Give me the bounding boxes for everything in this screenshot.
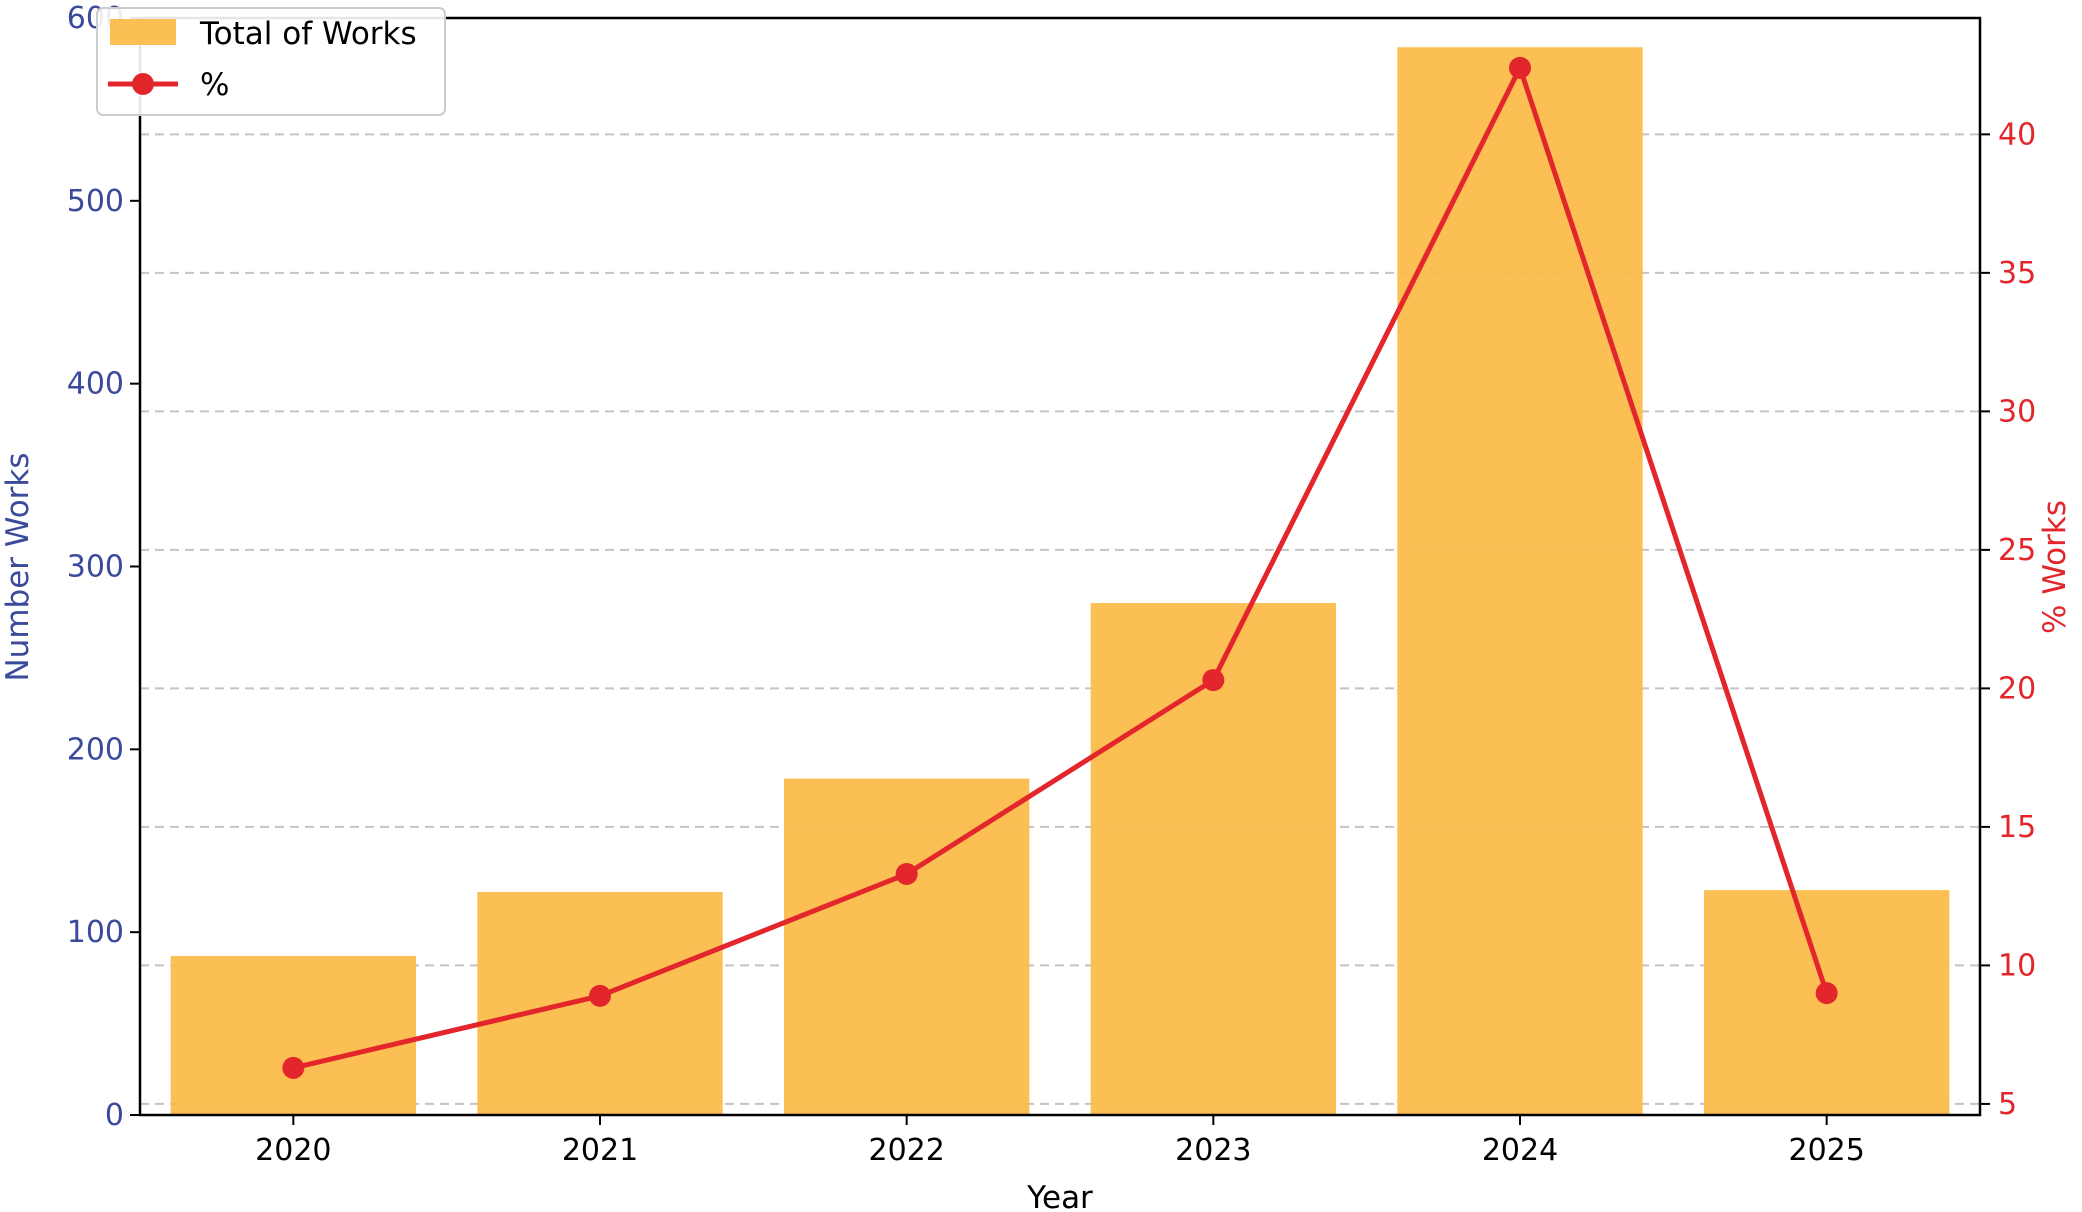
right-tick-label-35: 35 — [1998, 256, 2036, 291]
bar-2022 — [784, 778, 1030, 1115]
percent-point-2021 — [589, 984, 611, 1007]
right-tick-label-15: 15 — [1998, 810, 2036, 845]
bar-2024 — [1397, 47, 1643, 1116]
percent-point-2020 — [282, 1056, 305, 1079]
right-axis-ticks: 5 10 15 20 25 30 35 40 — [1980, 117, 2036, 1122]
x-tick-label-2022: 2022 — [868, 1133, 944, 1168]
x-tick-label-2021: 2021 — [562, 1133, 638, 1168]
percent-point-2022 — [895, 862, 918, 885]
legend-box — [96, 7, 446, 116]
x-axis-ticks: 2020 2021 2022 2023 2024 2025 — [255, 1115, 1865, 1168]
right-tick-label-10: 10 — [1998, 948, 2036, 983]
bars — [170, 47, 1950, 1116]
percent-line — [292, 65, 1830, 1071]
legend-bar-swatch — [110, 19, 176, 45]
right-tick-label-5: 5 — [1998, 1087, 2017, 1122]
legend-line-marker — [132, 73, 154, 95]
left-tick-label-0: 0 — [105, 1098, 124, 1133]
right-tick-label-20: 20 — [1998, 671, 2036, 706]
right-tick-label-40: 40 — [1998, 117, 2036, 152]
x-tick-label-2024: 2024 — [1482, 1133, 1558, 1168]
percent-point-2023 — [1202, 669, 1225, 692]
y-axis-label: Number Works — [0, 452, 36, 681]
x-tick-label-2020: 2020 — [255, 1133, 331, 1168]
right-tick-label-25: 25 — [1998, 533, 2036, 568]
left-tick-label-300: 300 — [67, 550, 124, 585]
x-tick-label-2025: 2025 — [1788, 1133, 1864, 1168]
left-tick-label-100: 100 — [67, 915, 124, 950]
percent-point-2025 — [1815, 982, 1838, 1005]
y2-axis-label: % Works — [2037, 500, 2073, 634]
legend-line-label: % — [200, 67, 229, 103]
left-tick-label-200: 200 — [67, 732, 124, 767]
x-tick-label-2023: 2023 — [1175, 1133, 1251, 1168]
legend-bar-label: Total of Works — [199, 16, 417, 52]
bar-2020 — [170, 955, 416, 1115]
left-tick-label-500: 500 — [67, 184, 124, 219]
percent-point-2024 — [1509, 56, 1531, 79]
grid-lines — [140, 133, 1980, 1105]
legend: Total of Works % — [96, 7, 446, 116]
x-axis-label: Year — [1026, 1180, 1093, 1212]
right-tick-label-30: 30 — [1998, 394, 2036, 429]
left-tick-label-400: 400 — [67, 367, 124, 402]
line-series — [282, 56, 1838, 1079]
